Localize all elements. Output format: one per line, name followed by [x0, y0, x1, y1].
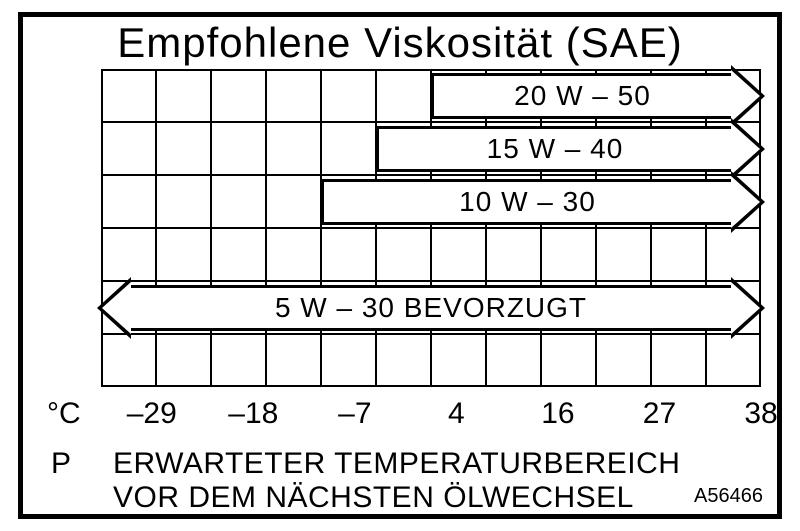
x-axis-tick-label: 27: [643, 397, 676, 431]
grid-hline: [101, 174, 761, 176]
viscosity-bar: 5 W – 30 BEVORZUGT: [131, 285, 731, 331]
x-axis-tick-label: 38: [744, 397, 777, 431]
x-axis-unit: °C: [47, 397, 81, 431]
chart-grid: 20 W – 50 15 W – 40 10 W – 30 5 W – 30 BEVO…: [101, 69, 761, 387]
viscosity-bar: 20 W – 50: [431, 73, 731, 119]
grid-hline: [101, 333, 761, 335]
x-axis-tick-label: 4: [448, 397, 465, 431]
chart-title: Empfohlene Viskosität (SAE): [23, 19, 777, 67]
x-axis-tick-label: –29: [127, 397, 177, 431]
grid-hline: [101, 121, 761, 123]
figure-code: A56466: [694, 485, 763, 508]
viscosity-bar-label: 15 W – 40: [379, 133, 731, 165]
note-line-2: VOR DEM NÄCHSTEN ÖLWECHSEL: [113, 481, 634, 515]
viscosity-bar-label: 20 W – 50: [434, 80, 731, 112]
note-line-1: ERWARTETER TEMPERATURBEREICH: [113, 447, 680, 481]
chart-frame: Empfohlene Viskosität (SAE) 20 W – 50 15 …: [18, 12, 782, 519]
x-axis-tick-label: 16: [541, 397, 574, 431]
x-axis-tick-label: –7: [338, 397, 371, 431]
grid-hline: [101, 227, 761, 229]
x-axis-tick-label: –18: [228, 397, 278, 431]
viscosity-bar: 10 W – 30: [321, 179, 731, 225]
viscosity-bar: 15 W – 40: [376, 126, 731, 172]
viscosity-bar-label: 10 W – 30: [324, 186, 731, 218]
viscosity-bar-label: 5 W – 30 BEVORZUGT: [131, 292, 731, 324]
note-marker: P: [51, 447, 71, 481]
grid-hline: [101, 280, 761, 282]
